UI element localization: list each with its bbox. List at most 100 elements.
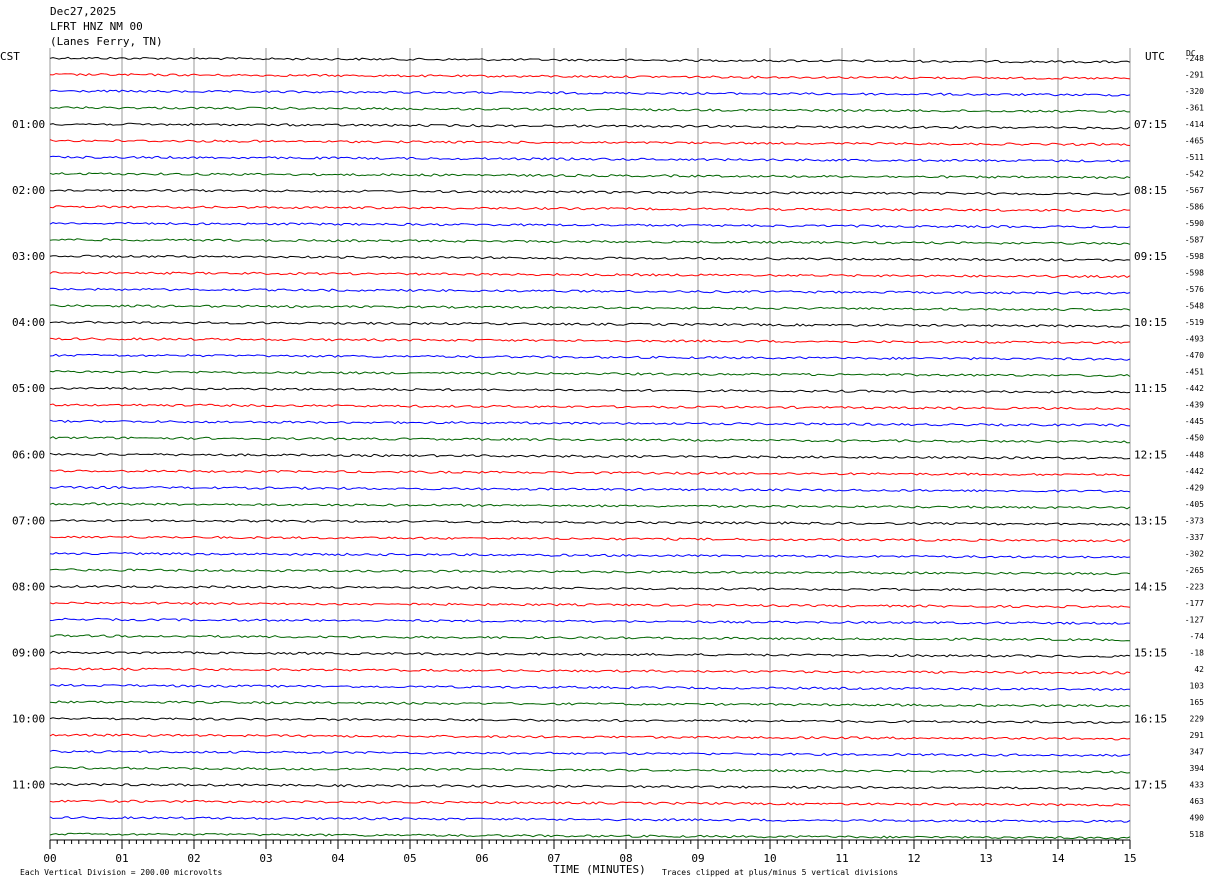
trace-22 (49, 403, 1131, 411)
dc-offset-label: 433 (1190, 780, 1205, 789)
dc-offset-label: -448 (1185, 450, 1204, 459)
right-time-label: 12:15 (1134, 448, 1167, 461)
x-axis: 00 01 02 03 04 05 06 07 08 09 10 11 12 13 14 15 (43, 839, 1137, 865)
trace-30 (49, 535, 1131, 543)
trace-41 (49, 716, 1131, 724)
dc-offset-label: -542 (1185, 170, 1204, 179)
dc-offset-label: -414 (1185, 120, 1204, 129)
dc-offset-label: -519 (1185, 318, 1204, 327)
dc-offset-label: -598 (1185, 269, 1204, 278)
header-location: (Lanes Ferry, TN) (50, 35, 163, 48)
clip-note: Traces clipped at plus/minus 5 vertical … (662, 868, 898, 877)
trace-28 (49, 502, 1131, 510)
dc-offset-label: -590 (1185, 219, 1204, 228)
trace-39 (49, 683, 1130, 691)
left-time-label: 01:00 (12, 118, 45, 131)
right-time-label: 09:15 (1134, 250, 1167, 263)
left-time-label: 04:00 (12, 316, 45, 329)
trace-45 (49, 782, 1131, 790)
trace-9 (49, 188, 1131, 196)
x-tick-label: 12 (907, 852, 920, 865)
left-time-label: 06:00 (12, 448, 45, 461)
dc-offset-label: 394 (1190, 764, 1205, 773)
trace-40 (49, 700, 1131, 708)
x-tick-label: 07 (547, 852, 560, 865)
trace-3 (49, 89, 1131, 97)
dc-offset-label: 490 (1190, 813, 1205, 822)
dc-offset-label: -451 (1185, 368, 1204, 377)
trace-29 (49, 519, 1131, 526)
trace-24 (49, 436, 1130, 444)
trace-15 (49, 287, 1131, 295)
right-time-label: 08:15 (1134, 184, 1167, 197)
trace-44 (49, 766, 1131, 774)
dc-offset-label: 291 (1190, 731, 1205, 740)
dc-offset-label: -450 (1185, 434, 1204, 443)
left-time-label: 03:00 (12, 250, 45, 263)
x-tick-label: 14 (1051, 852, 1065, 865)
dc-offset-label: -265 (1185, 566, 1204, 575)
trace-33 (49, 584, 1131, 592)
dc-offset-label: -445 (1185, 417, 1204, 426)
trace-8 (49, 172, 1131, 180)
trace-26 (49, 469, 1131, 477)
trace-47 (49, 816, 1131, 823)
dc-offset-label: -598 (1185, 252, 1204, 261)
left-time-label: 10:00 (12, 712, 45, 725)
left-time-labels: 01:00 02:00 03:00 04:00 05:00 06:00 07:00 08:00… (12, 118, 45, 791)
x-tick-label: 05 (403, 852, 416, 865)
right-time-label: 16:15 (1134, 712, 1167, 725)
dc-offset-label: -361 (1185, 104, 1204, 113)
dc-offset-label: -248 (1185, 54, 1204, 63)
dc-offset-label: -465 (1185, 137, 1204, 146)
trace-5 (49, 122, 1131, 130)
trace-1 (49, 56, 1131, 64)
dc-offset-label: -548 (1185, 302, 1204, 311)
dc-offset-label: -567 (1185, 186, 1204, 195)
right-time-label: 10:15 (1134, 316, 1167, 329)
trace-13 (49, 254, 1131, 262)
right-time-label: 17:15 (1134, 778, 1167, 791)
trace-42 (49, 733, 1131, 741)
dc-offset-label: -337 (1185, 533, 1204, 542)
left-time-label: 05:00 (12, 382, 45, 395)
left-time-label: 02:00 (12, 184, 45, 197)
trace-46 (49, 799, 1131, 807)
left-time-label: 09:00 (12, 646, 45, 659)
x-tick-label: 06 (475, 852, 488, 865)
trace-38 (49, 667, 1131, 675)
left-axis-label: CST (0, 50, 20, 63)
x-axis-title: TIME (MINUTES) (553, 863, 646, 876)
dc-offset-label: -291 (1185, 71, 1204, 80)
x-tick-label: 02 (187, 852, 200, 865)
trace-21 (49, 386, 1131, 394)
dc-offset-label: 518 (1190, 830, 1205, 839)
dc-offset-label: 42 (1194, 665, 1204, 674)
trace-23 (49, 419, 1131, 427)
trace-31 (49, 551, 1131, 559)
dc-offset-label: -177 (1185, 599, 1204, 608)
dc-offset-label: -429 (1185, 483, 1204, 492)
trace-35 (49, 617, 1131, 625)
trace-17 (49, 320, 1131, 328)
trace-27 (49, 485, 1131, 493)
dc-label: DC (1186, 49, 1196, 58)
left-time-label: 11:00 (12, 778, 45, 791)
right-time-label: 15:15 (1134, 646, 1167, 659)
dc-offset-label: -439 (1185, 401, 1204, 410)
dc-offset-label: -405 (1185, 500, 1204, 509)
x-tick-label: 10 (763, 852, 776, 865)
trace-14 (49, 271, 1131, 279)
dc-offset-label: -470 (1185, 351, 1204, 360)
dc-offset-label: -302 (1185, 549, 1204, 558)
right-time-label: 11:15 (1134, 382, 1167, 395)
dc-offset-label: -74 (1190, 632, 1205, 641)
header-date: Dec27,2025 (50, 5, 116, 18)
dc-offset-label: -586 (1185, 203, 1204, 212)
dc-offset-label: -373 (1185, 516, 1204, 525)
trace-4 (49, 106, 1130, 114)
dc-offset-label: 103 (1190, 681, 1205, 690)
dc-offset-label: -442 (1185, 467, 1204, 476)
trace-12 (49, 238, 1131, 246)
